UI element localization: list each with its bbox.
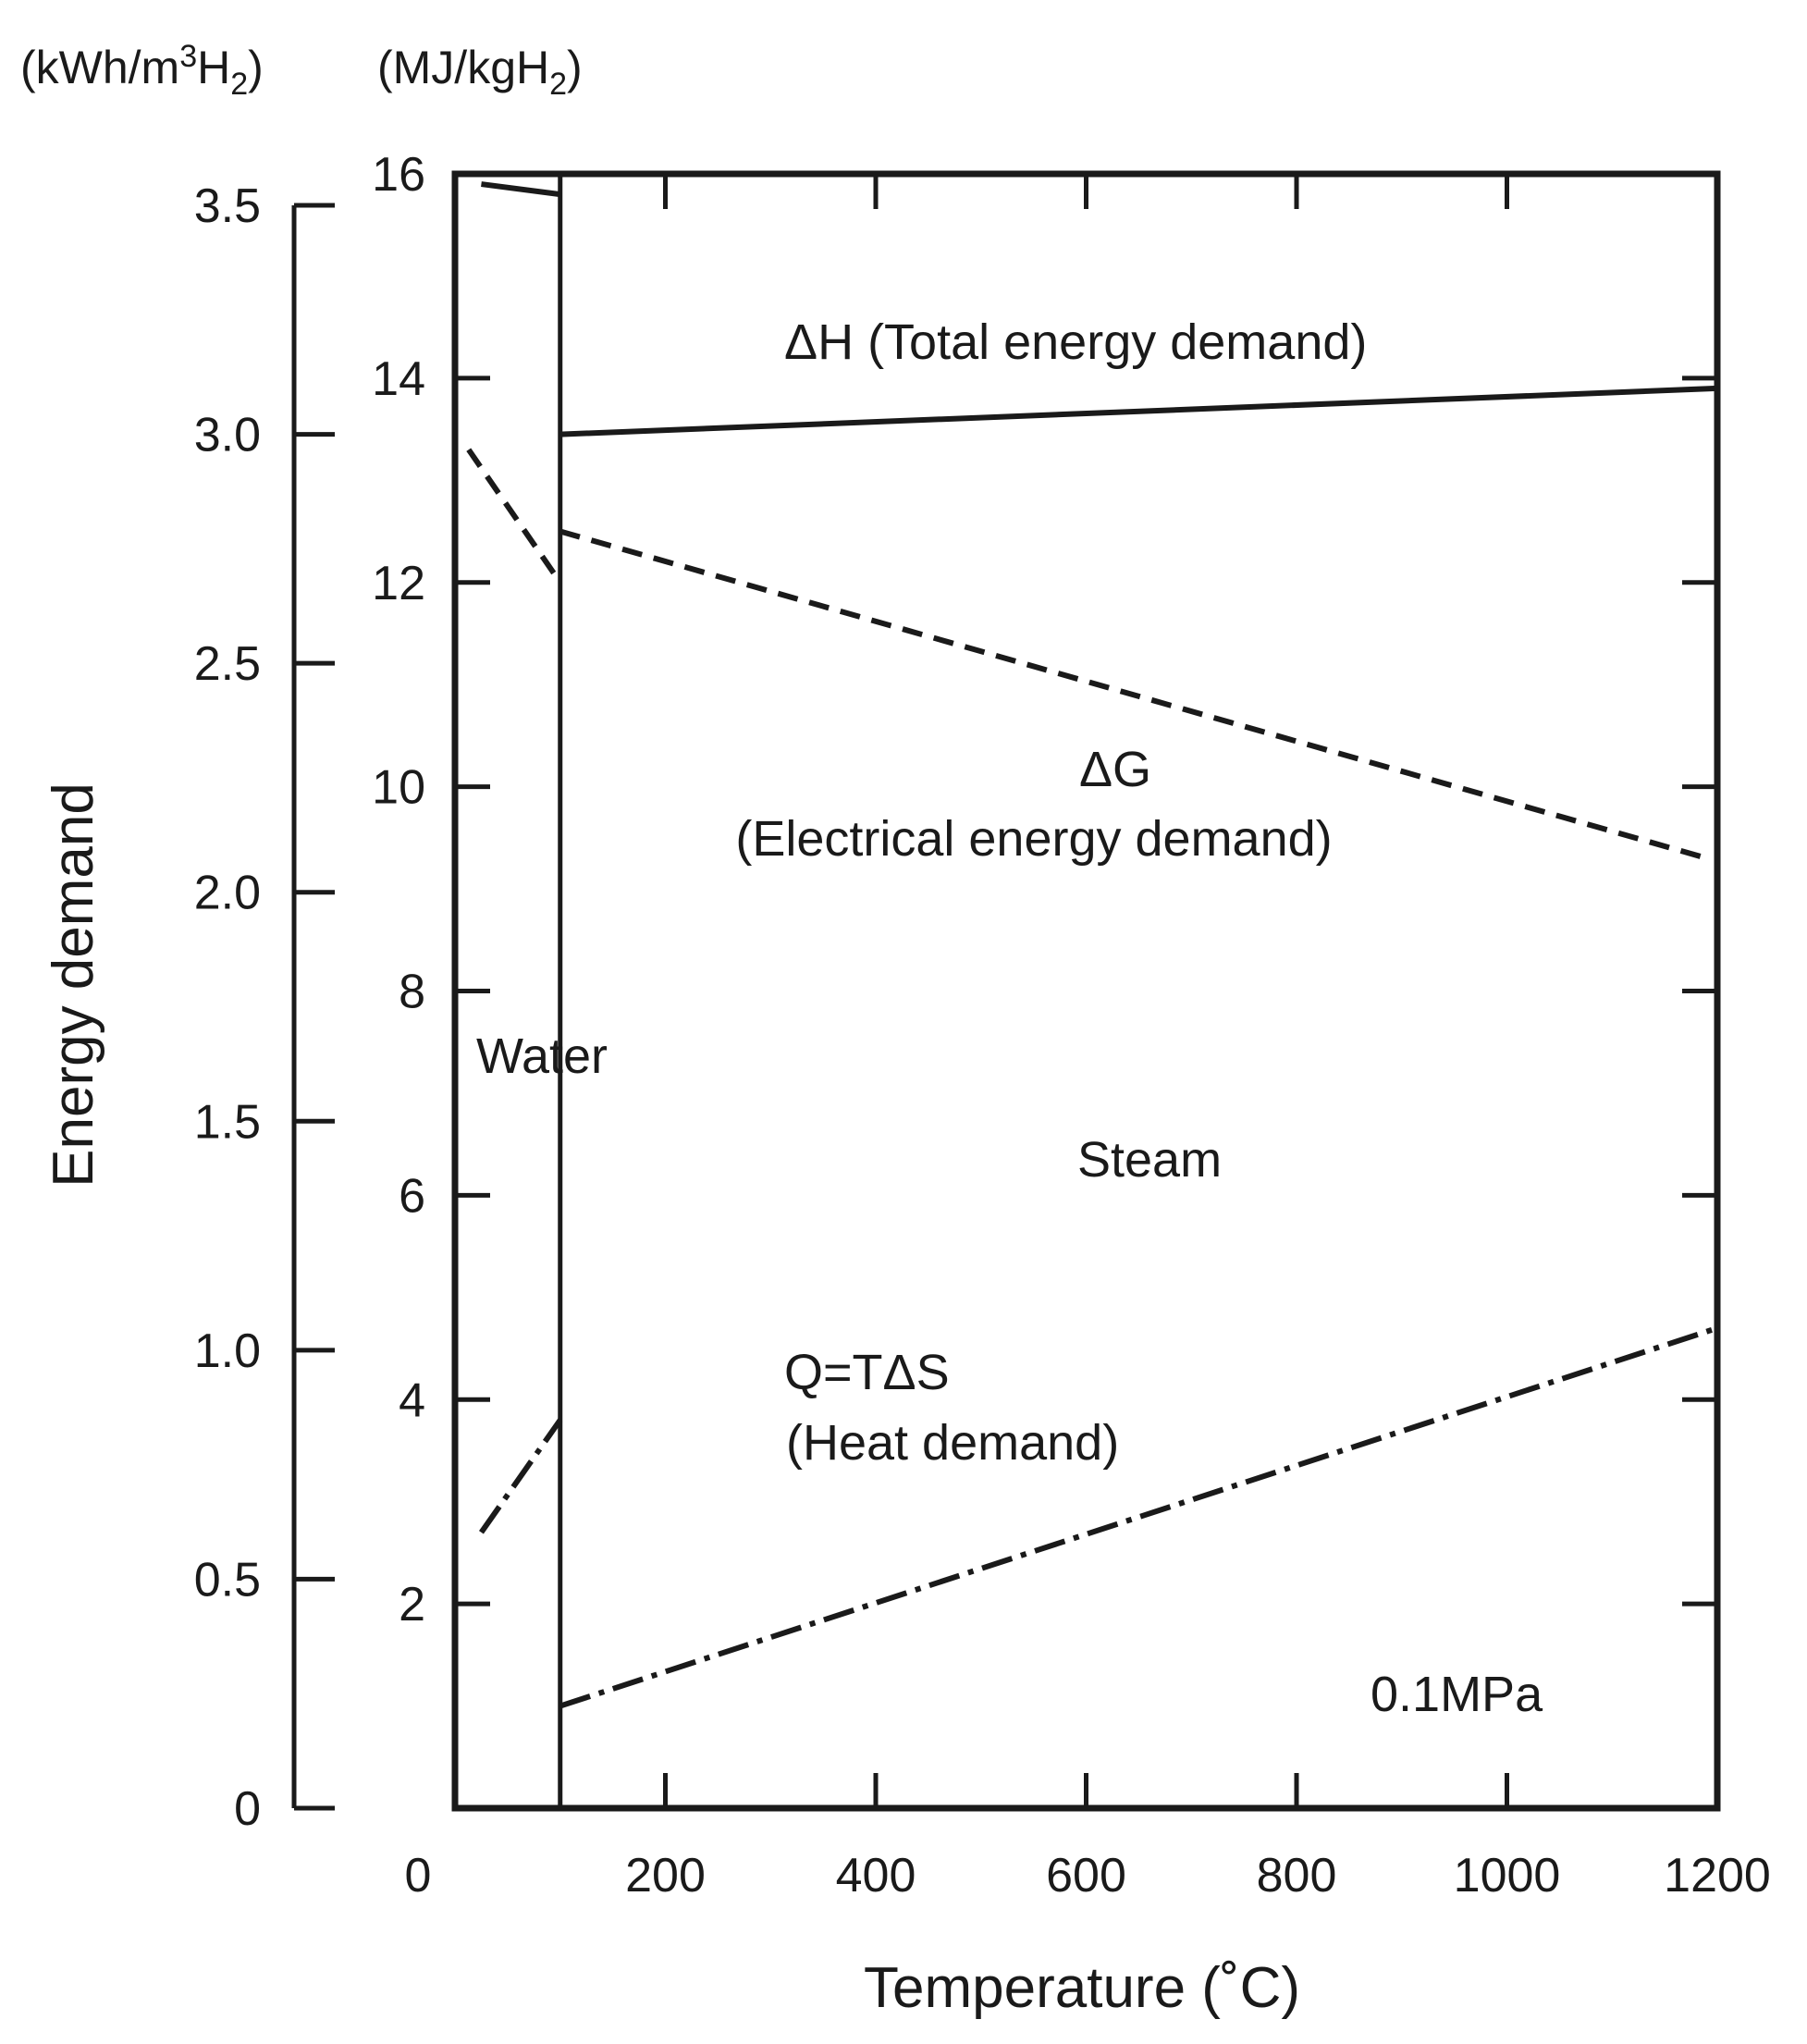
x-tick-label: 200: [625, 1849, 706, 1902]
annotation-delta-g-description: (Electrical energy demand): [735, 811, 1332, 867]
y-tick-label-kwh: 3.0: [194, 409, 261, 462]
series-dG-segment-2: [559, 528, 1708, 861]
series-Q-segment-2: [559, 1325, 1718, 1709]
y-tick-label-mj: 2: [399, 1578, 425, 1632]
plot-frame: [451, 170, 1721, 1812]
y-tick-label-kwh: 1.0: [194, 1324, 261, 1378]
annotation-pressure: 0.1MPa: [1371, 1667, 1543, 1722]
y-tick-label-kwh: 3.5: [194, 179, 261, 233]
annotation-heat-description: (Heat demand): [786, 1415, 1119, 1471]
y-tick-label-mj: 10: [372, 761, 425, 815]
series-Q-segment-1: [478, 1418, 563, 1534]
y-axis-title: Energy demand: [42, 782, 105, 1188]
x-tick-label: 1000: [1454, 1849, 1561, 1902]
series-dG-segment-1: [466, 448, 563, 585]
y-tick-label-kwh: 2.5: [194, 637, 261, 691]
x-tick-label: 600: [1046, 1849, 1126, 1902]
y-tick-label-mj: 8: [399, 966, 425, 1019]
y-tick-label-kwh: 2.0: [194, 867, 261, 920]
annotation-steam: Steam: [1077, 1132, 1222, 1188]
y-tick-label-mj: 6: [399, 1169, 425, 1223]
series-dH-segment-2: [559, 385, 1718, 437]
y-tick-label-mj: 14: [372, 352, 425, 406]
y-tick-label-kwh: 1.5: [194, 1095, 261, 1149]
annotation-heat-formula: Q=TΔS: [784, 1345, 950, 1400]
y-unit-right-label: (MJ/kgH2): [377, 42, 583, 102]
x-tick-label: 800: [1257, 1849, 1337, 1902]
x-tick-label: 0: [405, 1849, 432, 1902]
y-tick-label-kwh: 0.5: [194, 1553, 261, 1607]
y-tick-label-mj: 16: [372, 148, 425, 202]
series-layer: [466, 181, 1718, 1709]
x-tick-label: 400: [836, 1849, 916, 1902]
annotation-water: Water: [476, 1028, 608, 1084]
annotation-delta-g-symbol: ΔG: [1079, 742, 1151, 797]
x-axis-title: Temperature (˚C): [864, 1956, 1300, 2020]
x-tick-label: 1200: [1664, 1849, 1771, 1902]
y-tick-label-mj: 12: [372, 557, 425, 610]
series-dH-segment-1: [481, 181, 561, 198]
y-unit-left-label: (kWh/m3H2): [20, 39, 264, 102]
annotation-delta-h: ΔH (Total energy demand): [784, 314, 1367, 370]
y-tick-label-kwh: 0: [234, 1782, 261, 1836]
y-tick-label-mj: 4: [399, 1373, 425, 1427]
ticks-layer: 0 200 400 600 800 1000 1200 2 4 6 8 10 12 14 16 0 0.5 1.0…: [194, 148, 1771, 1902]
